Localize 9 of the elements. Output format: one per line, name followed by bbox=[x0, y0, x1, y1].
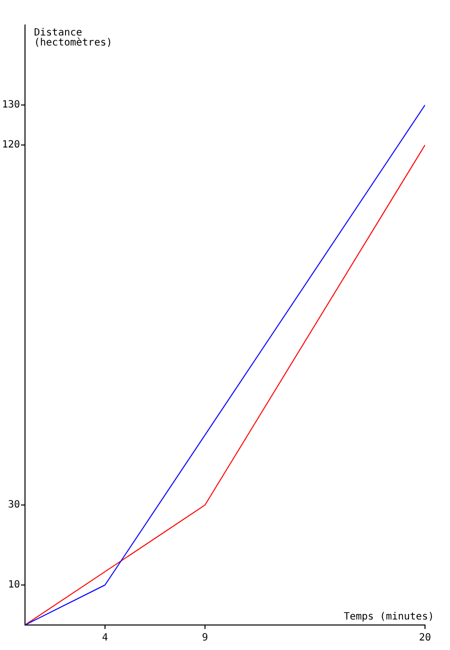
y-tick-label: 120 bbox=[2, 140, 20, 151]
x-tick-label: 20 bbox=[418, 632, 432, 644]
y-tick-label: 10 bbox=[8, 580, 20, 591]
x-tick-label: 4 bbox=[102, 632, 108, 644]
y-axis-title: Distance (hectomètres) bbox=[34, 28, 112, 49]
y-tick-label: 30 bbox=[8, 500, 20, 511]
x-axis-title: Temps (minutes) bbox=[344, 612, 434, 623]
x-tick-label: 9 bbox=[202, 632, 208, 644]
y-tick-label: 130 bbox=[2, 100, 20, 111]
